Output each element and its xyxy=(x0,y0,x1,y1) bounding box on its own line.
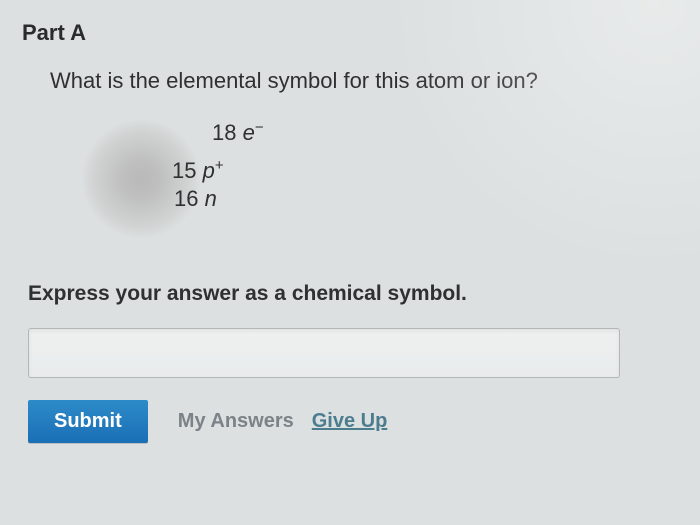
electrons-charge: − xyxy=(255,119,264,136)
answer-input[interactable] xyxy=(28,328,620,378)
question-panel: Part A What is the elemental symbol for … xyxy=(0,0,700,443)
electrons-number: 18 xyxy=(212,120,236,145)
neutrons-number: 16 xyxy=(174,186,198,211)
electrons-symbol: e xyxy=(243,120,255,145)
neutron-count: 16 n xyxy=(174,186,217,212)
protons-number: 15 xyxy=(172,158,196,183)
protons-symbol: p xyxy=(203,158,215,183)
answer-instruction: Express your answer as a chemical symbol… xyxy=(28,282,670,306)
protons-charge: + xyxy=(215,157,224,174)
my-answers-link[interactable]: My Answers xyxy=(178,410,294,433)
electron-count: 18 e− xyxy=(212,120,264,146)
question-text: What is the elemental symbol for this at… xyxy=(50,68,670,94)
submit-button[interactable]: Submit xyxy=(28,400,148,443)
atom-diagram: 18 e− 15 p+ 16 n xyxy=(82,116,670,246)
proton-count: 15 p+ xyxy=(172,158,224,184)
give-up-link[interactable]: Give Up xyxy=(312,410,388,433)
part-label: Part A xyxy=(22,20,670,46)
action-bar: Submit My Answers Give Up xyxy=(28,400,670,443)
neutrons-symbol: n xyxy=(205,186,217,211)
